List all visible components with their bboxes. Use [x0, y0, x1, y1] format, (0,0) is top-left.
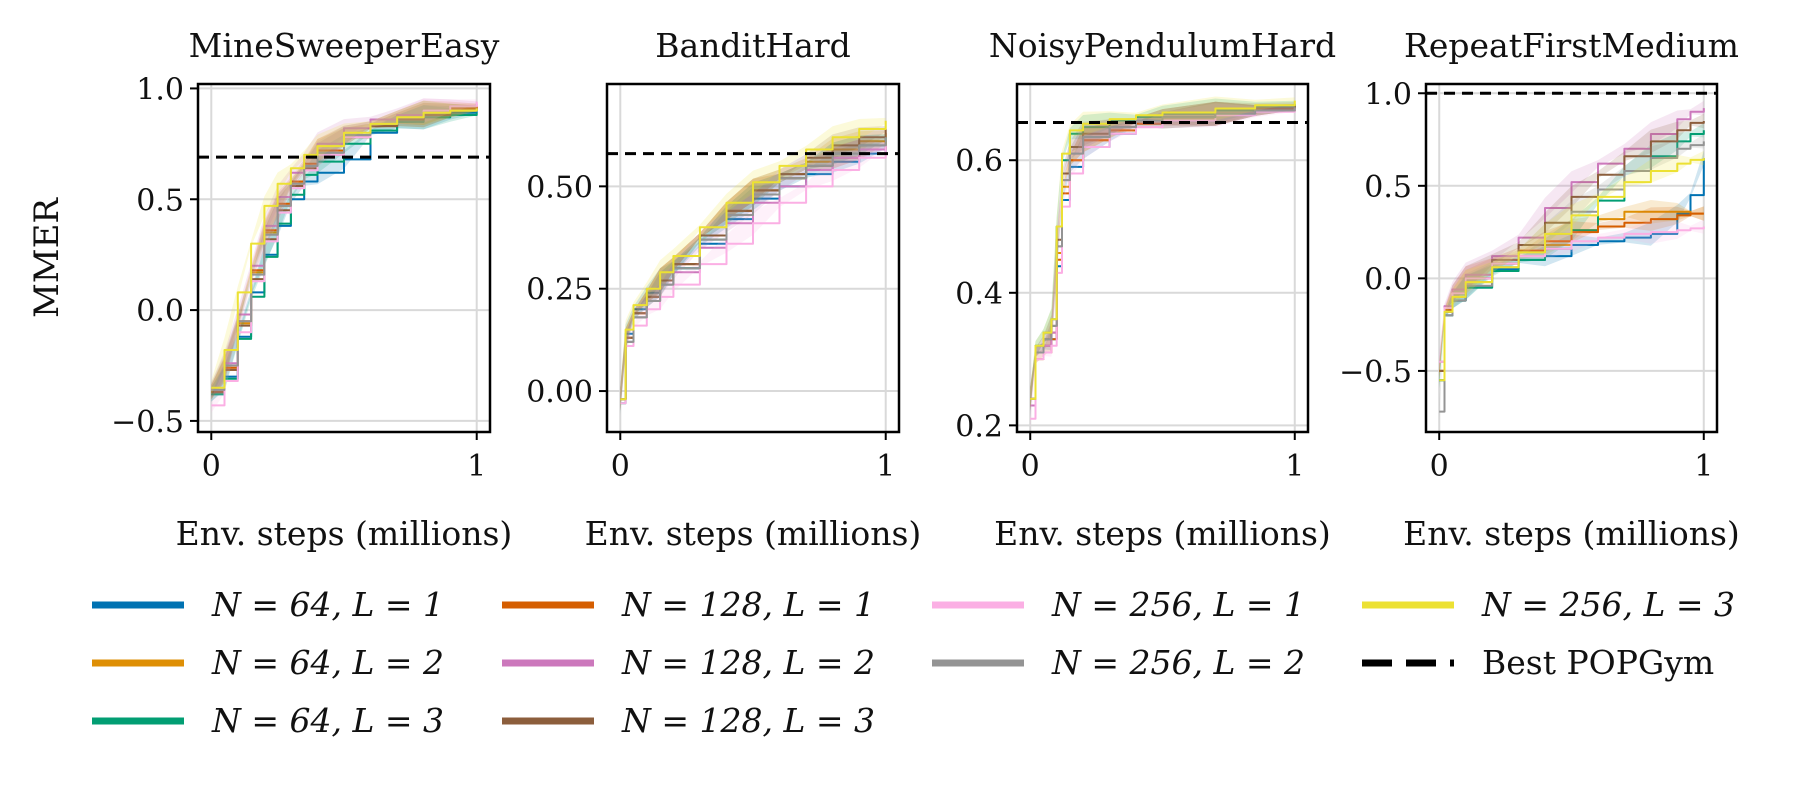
y-tick-label: 1.0: [136, 72, 184, 107]
x-tick-label: 1: [1694, 449, 1713, 484]
legend-label: N = 256, L = 1: [1051, 585, 1305, 624]
y-axis-label: MMER: [27, 197, 67, 318]
panel-title: MineSweeperEasy: [189, 26, 500, 65]
y-tick-label: 0.5: [136, 183, 184, 218]
x-tick-label: 1: [1285, 449, 1304, 484]
panel-0: −0.5 0.0 0.5 1.0 0 1 MineSweeperEasy Env. steps…: [111, 26, 512, 553]
x-tick-label: 1: [467, 449, 486, 484]
y-tick-label: 0.50: [526, 170, 593, 205]
series-band: [1439, 219, 1704, 370]
legend-label: N = 64, L = 3: [211, 701, 444, 740]
legend-label: N = 256, L = 2: [1051, 643, 1305, 682]
x-tick-label: 0: [611, 449, 630, 484]
legend-label: Best POPGym: [1482, 643, 1714, 682]
x-axis-label: Env. steps (millions): [585, 514, 922, 553]
x-tick-label: 0: [1021, 449, 1040, 484]
axes-frame: [1424, 82, 1719, 434]
legend-label: N = 64, L = 1: [211, 585, 444, 624]
y-tick-label: −0.5: [111, 405, 184, 440]
series-line: [1030, 100, 1296, 400]
y-tick-label: 0.6: [955, 144, 1003, 179]
series-line: [1030, 107, 1296, 400]
y-tick-label: −0.5: [1339, 355, 1412, 390]
series-band: [211, 100, 477, 395]
legend-label: N = 64, L = 2: [211, 643, 444, 682]
axes-frame: [605, 82, 901, 434]
axes-frame: [196, 82, 492, 434]
legend-label: N = 128, L = 1: [621, 585, 875, 624]
x-axis-label: Env. steps (millions): [176, 514, 513, 553]
series-line: [620, 145, 887, 405]
series-line: [1439, 226, 1705, 363]
axes-frame: [1015, 82, 1310, 434]
legend-label: N = 128, L = 2: [621, 643, 875, 682]
panel-title: NoisyPendulumHard: [989, 26, 1336, 65]
panel-title: RepeatFirstMedium: [1404, 26, 1739, 65]
series-line: [1439, 158, 1705, 382]
legend-label: N = 256, L = 3: [1481, 585, 1735, 624]
y-tick-label: 0.0: [1364, 262, 1412, 297]
y-tick-label: 1.0: [1364, 77, 1412, 112]
series-band: [620, 117, 886, 411]
y-tick-label: 0.00: [526, 375, 593, 410]
x-tick-label: 0: [1430, 449, 1449, 484]
y-tick-label: 0.2: [955, 409, 1003, 444]
x-axis-label: Env. steps (millions): [994, 514, 1331, 553]
y-tick-label: 0.25: [526, 273, 593, 308]
panel-1: 0.00 0.25 0.50 0 1 BanditHard Env. steps (mill…: [526, 26, 921, 553]
legend: N = 64, L = 1 N = 64, L = 2 N = 64, L = 3 N…: [92, 585, 1735, 740]
panel-3: −0.5 0.0 0.5 1.0 0 1 RepeatFirstMedium Env. ste…: [1339, 26, 1740, 553]
legend-label: N = 128, L = 3: [621, 701, 875, 740]
series-line: [620, 137, 887, 401]
y-tick-label: 0.0: [136, 294, 184, 329]
x-axis-label: Env. steps (millions): [1403, 514, 1740, 553]
y-tick-label: 0.4: [955, 277, 1003, 312]
panel-title: BanditHard: [655, 26, 850, 65]
x-tick-label: 0: [202, 449, 221, 484]
y-tick-label: 0.5: [1364, 170, 1412, 205]
series-line: [620, 120, 887, 401]
x-tick-label: 1: [876, 449, 895, 484]
series-line: [211, 108, 478, 389]
panel-2: 0.2 0.4 0.6 0 1 NoisyPendulumHard Env. steps (…: [955, 26, 1336, 553]
